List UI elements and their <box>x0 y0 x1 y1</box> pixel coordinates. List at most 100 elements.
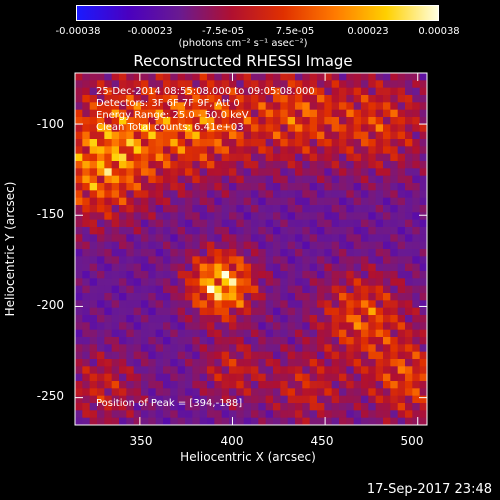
heatmap-cell <box>309 102 318 111</box>
heatmap-cell <box>82 300 91 309</box>
heatmap-cell <box>236 219 245 228</box>
heatmap-cell <box>280 307 289 316</box>
heatmap-cell <box>405 373 413 382</box>
heatmap-cell <box>97 351 105 360</box>
heatmap-cell <box>236 146 245 155</box>
heatmap-cell <box>346 388 355 397</box>
heatmap-cell <box>177 403 186 411</box>
heatmap-cell <box>214 219 223 228</box>
heatmap-cell <box>346 359 355 367</box>
heatmap-cell <box>170 175 179 184</box>
heatmap-cell <box>302 227 311 235</box>
heatmap-cell <box>405 366 413 375</box>
heatmap-cell <box>295 278 303 287</box>
heatmap-cell <box>251 263 259 272</box>
heatmap-cell <box>302 373 311 382</box>
heatmap-cell <box>119 168 127 177</box>
heatmap-cell <box>251 124 259 133</box>
heatmap-cell <box>229 234 237 243</box>
heatmap-cell <box>177 124 186 133</box>
heatmap-cell <box>390 219 399 228</box>
heatmap-cell <box>265 139 274 147</box>
heatmap-cell <box>170 73 179 81</box>
heatmap-cell <box>346 153 355 162</box>
heatmap-cell <box>361 197 369 206</box>
heatmap-cell <box>331 351 340 360</box>
heatmap-cell <box>346 410 355 419</box>
heatmap-cell <box>155 205 164 213</box>
heatmap-cell <box>295 300 303 309</box>
heatmap-cell <box>207 190 215 199</box>
heatmap-cell <box>177 183 186 191</box>
heatmap-cell <box>214 146 223 155</box>
heatmap-cell <box>375 263 384 272</box>
heatmap-cell <box>243 219 252 228</box>
heatmap-cell <box>119 109 127 118</box>
heatmap-cell <box>155 278 164 287</box>
heatmap-cell <box>126 168 135 177</box>
heatmap-cell <box>82 234 91 243</box>
heatmap-cell <box>104 190 113 199</box>
heatmap-cell <box>221 190 230 199</box>
heatmap-cell <box>331 205 340 213</box>
heatmap-cell <box>185 403 193 411</box>
heatmap-cell <box>280 80 289 89</box>
heatmap-cell <box>229 168 237 177</box>
heatmap-cell <box>287 373 296 382</box>
heatmap-cell <box>361 359 369 367</box>
heatmap-cell <box>346 73 355 81</box>
heatmap-cell <box>221 359 230 367</box>
heatmap-cell <box>375 183 384 191</box>
heatmap-cell <box>192 175 201 184</box>
heatmap-cell <box>89 381 98 389</box>
heatmap-cell <box>141 337 149 345</box>
heatmap-cell <box>229 373 237 382</box>
heatmap-cell <box>192 80 201 89</box>
heatmap-cell <box>170 307 179 316</box>
heatmap-cell <box>265 212 274 221</box>
heatmap-cell <box>82 329 91 338</box>
heatmap-cell <box>126 344 135 353</box>
heatmap-cell <box>97 293 105 301</box>
heatmap-cell <box>317 359 325 367</box>
heatmap-cell <box>273 124 281 133</box>
heatmap-cell <box>280 241 289 250</box>
heatmap-cell <box>89 109 98 118</box>
heatmap-cell <box>177 307 186 316</box>
heatmap-cell <box>111 234 120 243</box>
heatmap-cell <box>273 410 281 419</box>
heatmap-cell <box>97 307 105 316</box>
heatmap-cell <box>243 315 252 323</box>
heatmap-cell <box>141 168 149 177</box>
heatmap-cell <box>280 139 289 147</box>
heatmap-cell <box>339 190 347 199</box>
heatmap-cell <box>177 256 186 265</box>
heatmap-cell <box>346 205 355 213</box>
heatmap-cell <box>89 175 98 184</box>
heatmap-cell <box>397 322 406 331</box>
heatmap-cell <box>82 395 91 404</box>
heatmap-cell <box>207 219 215 228</box>
heatmap-cell <box>155 300 164 309</box>
heatmap-cell <box>185 249 193 257</box>
heatmap-cell <box>207 366 215 375</box>
heatmap-cell <box>280 381 289 389</box>
heatmap-cell <box>331 315 340 323</box>
heatmap-cell <box>383 80 391 89</box>
heatmap-cell <box>309 87 318 96</box>
heatmap-cell <box>192 109 201 118</box>
heatmap-cell <box>236 351 245 360</box>
heatmap-cell <box>339 73 347 81</box>
heatmap-cell <box>111 285 120 294</box>
heatmap-cell <box>133 307 142 316</box>
heatmap-cell <box>119 197 127 206</box>
heatmap-cell <box>177 388 186 397</box>
heatmap-cell <box>280 403 289 411</box>
heatmap-cell <box>82 227 91 235</box>
heatmap-cell <box>419 95 428 103</box>
heatmap-cell <box>82 131 91 140</box>
heatmap-cell <box>214 227 223 235</box>
heatmap-cell <box>148 234 157 243</box>
heatmap-cell <box>89 307 98 316</box>
heatmap-cell <box>309 73 318 81</box>
